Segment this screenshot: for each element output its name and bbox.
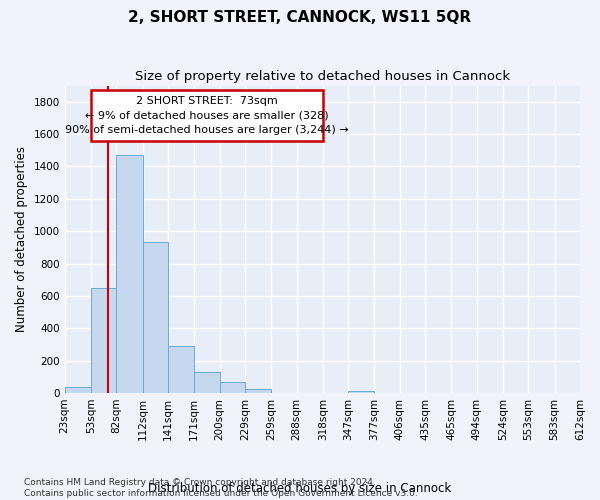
- Bar: [116, 155, 143, 393]
- Text: 2, SHORT STREET, CANNOCK, WS11 5QR: 2, SHORT STREET, CANNOCK, WS11 5QR: [128, 10, 472, 25]
- Bar: [91, 288, 116, 393]
- Title: Size of property relative to detached houses in Cannock: Size of property relative to detached ho…: [135, 70, 510, 83]
- Bar: [245, 389, 271, 393]
- Bar: [220, 382, 245, 393]
- Y-axis label: Number of detached properties: Number of detached properties: [15, 146, 28, 332]
- Text: Contains HM Land Registry data © Crown copyright and database right 2024.
Contai: Contains HM Land Registry data © Crown c…: [24, 478, 418, 498]
- Text: Distribution of detached houses by size in Cannock: Distribution of detached houses by size …: [148, 482, 452, 495]
- Bar: [143, 242, 168, 393]
- Bar: [168, 346, 194, 393]
- Bar: [194, 372, 220, 393]
- Bar: [65, 386, 91, 393]
- Bar: [348, 390, 374, 393]
- FancyBboxPatch shape: [91, 90, 323, 142]
- Text: 2 SHORT STREET:  73sqm
← 9% of detached houses are smaller (328)
90% of semi-det: 2 SHORT STREET: 73sqm ← 9% of detached h…: [65, 96, 349, 136]
